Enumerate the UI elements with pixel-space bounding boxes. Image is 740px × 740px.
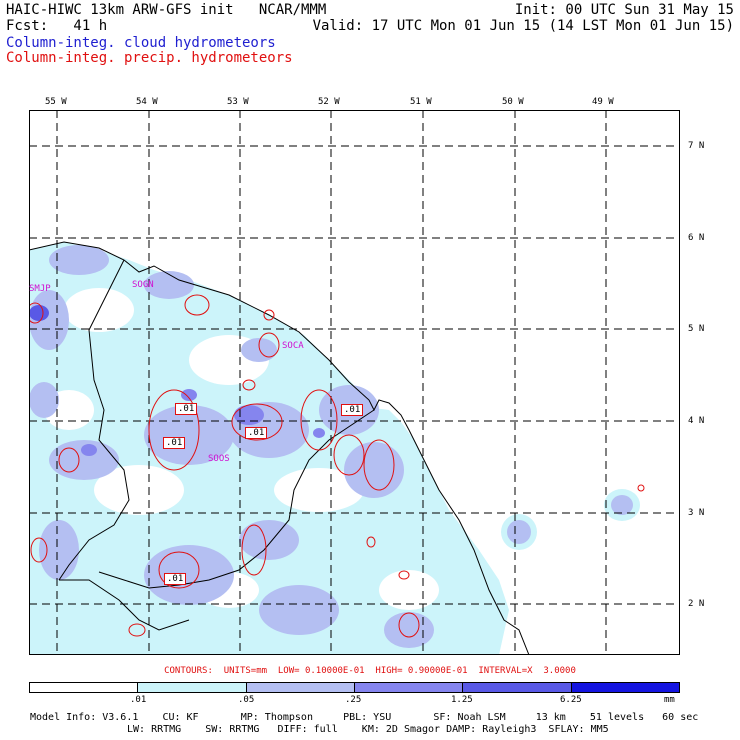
cloud-field-medium: [239, 520, 299, 560]
cloud-field-medium: [384, 612, 434, 648]
station-label: SOGN: [132, 280, 154, 290]
colorbar-label: 1.25: [451, 695, 473, 705]
cloud-gap: [94, 465, 184, 515]
station-label: SOOS: [208, 454, 230, 464]
cloud-field-medium: [39, 520, 79, 580]
model-info-line1: Model Info: V3.6.1 CU: KF MP: Thompson P…: [30, 712, 699, 723]
colorbar-swatch: [354, 683, 464, 692]
cloud-gap: [379, 570, 439, 610]
contour-label: .01: [164, 573, 187, 585]
forecast-hour: Fcst: 41 h: [6, 18, 108, 34]
legend-precip: Column-integ. precip. hydrometeors: [6, 50, 293, 66]
coastline: [29, 241, 530, 655]
colorbar-swatch: [30, 683, 139, 692]
map-panel: [29, 110, 680, 655]
cloud-field-dark: [181, 389, 197, 401]
lat-label-3n: 3 N: [688, 508, 705, 518]
colorbar-swatch: [571, 683, 679, 692]
legend-cloud: Column-integ. cloud hydrometeors: [6, 35, 276, 51]
lon-label-53w: 53 W: [227, 97, 249, 107]
cloud-field-medium: [144, 545, 234, 605]
colorbar-label: .05: [238, 695, 255, 705]
lat-label-7n: 7 N: [688, 141, 705, 151]
cloud-field-medium: [29, 382, 59, 418]
map-frame: [29, 110, 680, 655]
cloud-field-medium: [241, 338, 277, 362]
lat-label-6n: 6 N: [688, 233, 705, 243]
lon-label-51w: 51 W: [410, 97, 432, 107]
colorbar: [29, 682, 680, 693]
border-suriname-french-guiana: [98, 409, 375, 589]
lon-label-49w: 49 W: [592, 97, 614, 107]
colorbar-units: mm: [664, 695, 675, 705]
station-label: SOCA: [282, 341, 304, 351]
lat-lon-grid: [29, 110, 680, 655]
contour-label: .01: [341, 404, 364, 416]
lon-label-50w: 50 W: [502, 97, 524, 107]
cloud-field-dark: [81, 444, 97, 456]
colorbar-label: .25: [345, 695, 362, 705]
border-south: [59, 579, 190, 631]
colorbar-swatch: [246, 683, 355, 692]
precip-contours: [29, 294, 645, 638]
station-label: SMJP: [29, 284, 51, 294]
cloud-field-medium: [49, 245, 109, 275]
border-suriname-guyana: [58, 259, 130, 581]
colorbar-swatch: [138, 683, 247, 692]
contour-label: .01: [175, 403, 198, 415]
valid-time: Valid: 17 UTC Mon 01 Jun 15 (14 LST Mon …: [312, 18, 734, 34]
cloud-field-medium: [144, 405, 234, 465]
cloud-field-dark: [29, 305, 49, 321]
lat-label-4n: 4 N: [688, 416, 705, 426]
contour-info: CONTOURS: UNITS=mm LOW= 0.10000E-01 HIGH…: [164, 666, 576, 676]
cloud-field-medium: [144, 271, 194, 299]
cloud-field-dark: [234, 405, 264, 425]
model-info-line2: LW: RRTMG SW: RRTMG DIFF: full KM: 2D Sm…: [127, 724, 609, 735]
colorbar-label: 6.25: [560, 695, 582, 705]
cloud-field-medium: [49, 440, 119, 480]
colorbar-label: .01: [130, 695, 147, 705]
cloud-field-dark: [313, 428, 325, 438]
colorbar-swatch: [463, 683, 572, 692]
lon-label-54w: 54 W: [136, 97, 158, 107]
cloud-field-medium: [611, 495, 633, 515]
cloud-gap: [274, 468, 364, 512]
cloud-field-medium: [259, 585, 339, 635]
cloud-field-medium: [344, 442, 404, 498]
contour-label: .01: [245, 427, 268, 439]
map-title: HAIC-HIWC 13km ARW-GFS init NCAR/MMM: [6, 2, 327, 18]
init-time: Init: 00 UTC Sun 31 May 15: [514, 2, 734, 18]
lat-label-5n: 5 N: [688, 324, 705, 334]
contour-label: .01: [163, 437, 186, 449]
lat-label-2n: 2 N: [688, 599, 705, 609]
cloud-field-medium: [507, 520, 531, 544]
lon-label-55w: 55 W: [45, 97, 67, 107]
lon-label-52w: 52 W: [318, 97, 340, 107]
